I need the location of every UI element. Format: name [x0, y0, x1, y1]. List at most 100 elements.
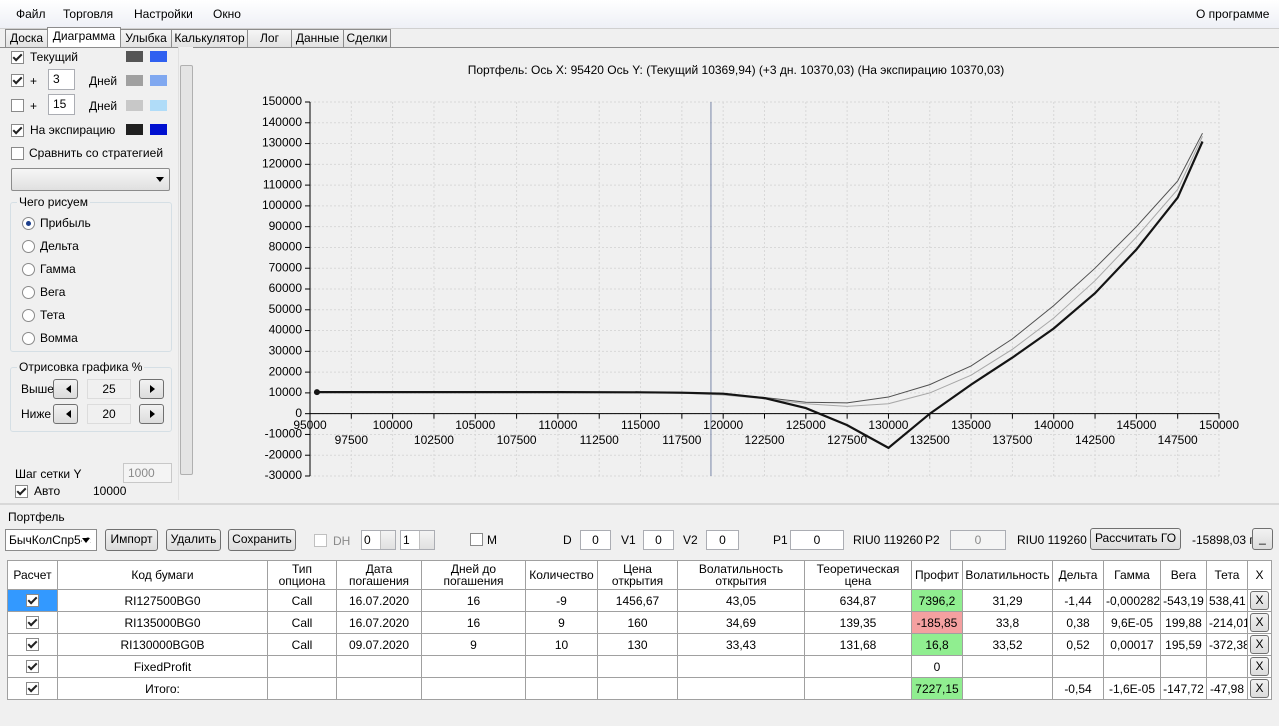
menu-item[interactable]: Файл [16, 7, 46, 21]
cell: -1,44 [1052, 589, 1104, 612]
cell: FixedProfit [57, 655, 268, 678]
y-tick-label: 100000 [262, 198, 302, 212]
tab[interactable]: Лог [247, 29, 292, 47]
column-header[interactable]: Вега [1160, 560, 1207, 590]
column-header[interactable]: Тип опциона [267, 560, 337, 590]
checkbox[interactable] [26, 660, 39, 673]
delete-button[interactable]: X [1250, 613, 1269, 632]
checkbox[interactable] [11, 99, 24, 112]
cell: 199,88 [1160, 611, 1207, 634]
button[interactable]: _ [1252, 528, 1273, 550]
color-swatch[interactable] [126, 100, 143, 111]
table-row[interactable]: RI135000BG0 Call 16.07.2020 16 9 160 34,69 139,… [7, 611, 1272, 634]
radio[interactable] [22, 240, 35, 253]
column-header[interactable]: Тета [1206, 560, 1248, 590]
cell: -372,38 [1206, 633, 1248, 656]
inc-button[interactable] [139, 379, 164, 399]
checkbox[interactable] [11, 74, 24, 87]
tab[interactable]: Сделки [343, 29, 391, 47]
table-row[interactable]: Итого: 7227,15 -0,54 -1,6E-05 -147,72 -47,98 X [7, 677, 1272, 700]
field-input[interactable]: 0 [950, 530, 1006, 550]
menu-item[interactable]: Торговля [63, 7, 114, 21]
delete-button[interactable]: X [1250, 679, 1269, 698]
table-row[interactable]: FixedProfit 0 X [7, 655, 1272, 678]
tab[interactable]: Доска [5, 29, 48, 47]
checkbox[interactable] [26, 594, 39, 607]
dec-button[interactable] [53, 379, 78, 399]
radio[interactable] [22, 332, 35, 345]
y-tick-label: 80000 [269, 240, 303, 254]
checkbox[interactable] [26, 682, 39, 695]
radio[interactable] [22, 286, 35, 299]
days-input[interactable]: 15 [48, 94, 75, 115]
column-header[interactable]: Волатильность [962, 560, 1053, 590]
field-input[interactable]: 0 [643, 530, 674, 550]
checkbox[interactable] [470, 533, 483, 546]
column-header[interactable]: Код бумаги [57, 560, 268, 590]
checkbox[interactable] [11, 147, 24, 160]
button[interactable]: Сохранить [228, 529, 296, 551]
table-row[interactable]: RI130000BG0B Call 09.07.2020 9 10 130 33,43 131… [7, 633, 1272, 656]
calc-cell [7, 589, 58, 612]
button[interactable]: Импорт [105, 529, 158, 551]
tab[interactable]: Данные [291, 29, 344, 47]
column-header[interactable]: Дней до погашения [421, 560, 526, 590]
radio[interactable] [22, 263, 35, 276]
dec-button[interactable] [53, 404, 78, 424]
checkbox[interactable] [11, 124, 24, 137]
days-input[interactable]: 3 [48, 69, 75, 90]
table-row[interactable]: RI127500BG0 Call 16.07.2020 16 -9 1456,67 43,0… [7, 589, 1272, 612]
column-header[interactable]: Теоретическая цена [804, 560, 912, 590]
field-input[interactable]: 0 [580, 530, 611, 550]
column-header[interactable]: Гамма [1103, 560, 1161, 590]
menu-item[interactable]: Окно [213, 7, 241, 21]
checkbox[interactable] [26, 616, 39, 629]
button[interactable]: Удалить [166, 529, 221, 551]
radio-label: Гамма [40, 262, 76, 276]
tab[interactable]: Улыбка [120, 29, 172, 47]
inc-button[interactable] [139, 404, 164, 424]
color-swatch[interactable] [150, 51, 167, 62]
column-header[interactable]: Количество [525, 560, 598, 590]
delete-button[interactable]: X [1250, 657, 1269, 676]
checkbox[interactable] [11, 51, 24, 64]
x-tick-label: 120000 [703, 418, 743, 432]
column-header[interactable]: Профит [911, 560, 963, 590]
column-header[interactable]: Расчет [7, 560, 58, 590]
tab[interactable]: Диаграмма [47, 27, 121, 47]
radio[interactable] [22, 309, 35, 322]
menu-item[interactable]: Настройки [134, 7, 193, 21]
strategy-select[interactable]: БычКолСпр5-с [5, 529, 97, 551]
column-header[interactable]: Дельта [1052, 560, 1104, 590]
field-input[interactable]: 0 [790, 530, 844, 550]
tab[interactable]: Калькулятор [171, 29, 248, 47]
column-header[interactable]: Цена открытия [597, 560, 678, 590]
checkbox[interactable] [15, 485, 28, 498]
scrollbar[interactable] [178, 47, 193, 500]
spin-buttons[interactable] [419, 531, 434, 549]
color-swatch[interactable] [126, 51, 143, 62]
menu-item[interactable]: О программе [1196, 7, 1270, 21]
color-swatch[interactable] [126, 124, 143, 135]
color-swatch[interactable] [150, 75, 167, 86]
y-tick-label: 20000 [269, 364, 303, 378]
radio[interactable] [22, 217, 35, 230]
column-header[interactable]: Волатильность открытия [677, 560, 805, 590]
column-header[interactable]: Дата погашения [336, 560, 422, 590]
color-swatch[interactable] [150, 124, 167, 135]
checkbox[interactable] [314, 534, 327, 547]
spin-buttons[interactable] [380, 531, 395, 549]
delete-button[interactable]: X [1250, 591, 1269, 610]
dropdown-arrow[interactable] [82, 538, 90, 547]
calc-cell [7, 611, 58, 634]
delete-button[interactable]: X [1250, 635, 1269, 654]
strategy-combo[interactable] [11, 168, 170, 191]
color-swatch[interactable] [126, 75, 143, 86]
cell: -47,98 [1206, 677, 1248, 700]
column-header[interactable]: X [1247, 560, 1272, 590]
color-swatch[interactable] [150, 100, 167, 111]
field-input[interactable]: 0 [706, 530, 739, 550]
button[interactable]: Рассчитать ГО [1090, 528, 1181, 550]
checkbox[interactable] [26, 638, 39, 651]
cell: 9,6E-05 [1103, 611, 1161, 634]
